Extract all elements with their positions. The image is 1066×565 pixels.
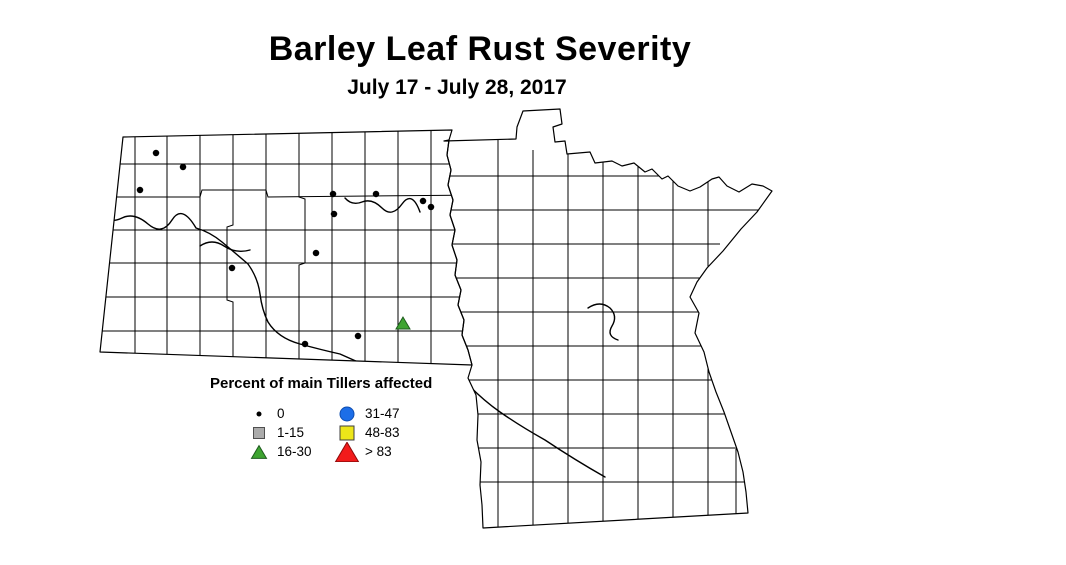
square-icon [253, 426, 265, 439]
north-dakota-shape [100, 130, 472, 365]
legend-label: 48-83 [365, 425, 400, 440]
legend-item: 16-30 [246, 442, 312, 461]
site-marker-0 [427, 203, 435, 211]
legend-item: 0 [246, 404, 312, 423]
legend-title: Percent of main Tillers affected [210, 375, 433, 392]
dot-icon [256, 411, 262, 416]
page-title: Barley Leaf Rust Severity [268, 30, 692, 68]
site-marker-0 [330, 210, 338, 218]
site-marker-0 [228, 264, 236, 272]
triangle-icon [250, 444, 268, 459]
souris-river [344, 197, 421, 213]
site-marker-0 [354, 332, 362, 340]
legend-item: 31-47 [334, 404, 400, 423]
triangle-icon [334, 441, 360, 462]
square-icon [339, 425, 355, 440]
lake-sakakawea [199, 241, 251, 253]
legend-label: 31-47 [365, 406, 400, 421]
site-marker-0 [179, 163, 187, 171]
minnesota-river [461, 377, 606, 478]
mississippi-lakes [587, 303, 619, 341]
site-marker-0 [301, 340, 309, 348]
legend-label: 16-30 [277, 444, 312, 459]
site-marker-0 [312, 249, 320, 257]
legend-column-right: 31-47 48-83 > 83 [334, 404, 400, 462]
legend-label: > 83 [365, 444, 392, 459]
circle-icon [339, 406, 355, 421]
county-boundaries-nd [100, 130, 472, 365]
site-marker-16-30 [395, 316, 411, 330]
missouri-river [100, 212, 359, 363]
site-marker-0 [152, 149, 160, 157]
severity-marker-layer [136, 149, 435, 348]
legend-column-left: 0 1-15 16-30 [246, 404, 312, 461]
legend-label: 1-15 [277, 425, 305, 440]
site-marker-0 [136, 186, 144, 194]
legend-item: > 83 [334, 441, 400, 462]
minnesota-shape [444, 109, 772, 528]
page-subtitle: July 17 - July 28, 2017 [347, 76, 567, 99]
site-marker-0 [329, 190, 337, 198]
legend-label: 0 [277, 406, 285, 421]
site-marker-0 [419, 197, 427, 205]
legend-item: 1-15 [246, 423, 312, 442]
minnesota-border [443, 108, 773, 529]
legend-item: 48-83 [334, 423, 400, 442]
site-marker-0 [372, 190, 380, 198]
